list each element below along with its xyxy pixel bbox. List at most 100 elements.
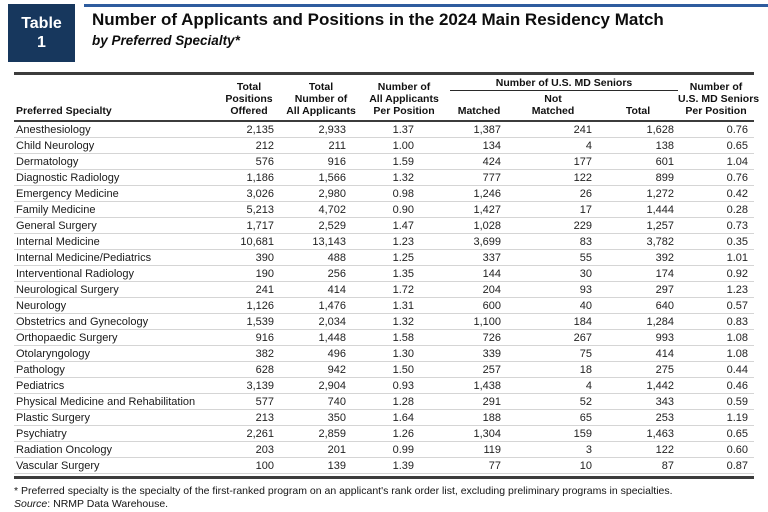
value-cell: 17: [508, 201, 598, 218]
value-cell: 2,980: [284, 185, 358, 202]
value-cell: 0.46: [678, 377, 755, 394]
value-cell: 2,034: [284, 313, 358, 330]
table-bottom-rule: [14, 476, 754, 479]
value-cell: 2,933: [284, 120, 358, 138]
value-cell: 1.50: [358, 361, 450, 378]
table-body: Anesthesiology 2,135 2,933 1.37 1,387 241 1,62…: [14, 120, 755, 474]
value-cell: 1,442: [598, 377, 679, 394]
value-cell: 1,100: [450, 313, 508, 330]
value-cell: 1,427: [450, 201, 508, 218]
value-cell: 18: [508, 361, 598, 378]
value-cell: 0.99: [358, 441, 450, 458]
table-row: General Surgery 1,717 2,529 1.47 1,028 229 1,2…: [14, 217, 755, 234]
col-header-specialty: Preferred Specialty: [14, 73, 214, 122]
col-header-positions-offered: Total Positions Offered: [214, 73, 284, 122]
value-cell: 1,304: [450, 425, 508, 442]
value-cell: 1,444: [598, 201, 679, 218]
value-cell: 993: [598, 329, 679, 346]
value-cell: 392: [598, 249, 679, 266]
value-cell: 1.35: [358, 265, 450, 282]
value-cell: 30: [508, 265, 598, 282]
specialty-cell: Radiation Oncology: [14, 441, 214, 458]
specialty-cell: Neurological Surgery: [14, 281, 214, 298]
table-row: Internal Medicine 10,681 13,143 1.23 3,699 83…: [14, 233, 755, 250]
value-cell: 337: [450, 249, 508, 266]
data-table-wrap: Preferred Specialty Total Positions Offe…: [14, 72, 759, 511]
value-cell: 601: [598, 153, 679, 170]
value-cell: 1,539: [214, 313, 284, 330]
specialty-cell: Pediatrics: [14, 377, 214, 394]
table-row: Family Medicine 5,213 4,702 0.90 1,427 17 1,44…: [14, 201, 755, 218]
specialty-cell: Emergency Medicine: [14, 185, 214, 202]
value-cell: 414: [284, 281, 358, 298]
value-cell: 177: [508, 153, 598, 170]
value-cell: 1.59: [358, 153, 450, 170]
value-cell: 213: [214, 409, 284, 426]
value-cell: 174: [598, 265, 679, 282]
value-cell: 1,284: [598, 313, 679, 330]
col-header-not-matched: Not Matched: [508, 90, 598, 122]
value-cell: 1.37: [358, 120, 450, 138]
table-row: Emergency Medicine 3,026 2,980 0.98 1,246 26 1…: [14, 185, 755, 202]
value-cell: 0.42: [678, 185, 755, 202]
table-row: Diagnostic Radiology 1,186 1,566 1.32 777 122…: [14, 169, 755, 186]
col-header-matched: Matched: [450, 90, 508, 122]
value-cell: 916: [284, 153, 358, 170]
value-cell: 1.32: [358, 169, 450, 186]
value-cell: 1,566: [284, 169, 358, 186]
table-row: Orthopaedic Surgery 916 1,448 1.58 726 267 993…: [14, 329, 755, 346]
value-cell: 52: [508, 393, 598, 410]
value-cell: 576: [214, 153, 284, 170]
value-cell: 2,859: [284, 425, 358, 442]
value-cell: 577: [214, 393, 284, 410]
value-cell: 0.83: [678, 313, 755, 330]
value-cell: 2,135: [214, 120, 284, 138]
value-cell: 916: [214, 329, 284, 346]
footnote-source-text: : NRMP Data Warehouse.: [47, 498, 169, 510]
value-cell: 1,463: [598, 425, 679, 442]
value-cell: 0.98: [358, 185, 450, 202]
value-cell: 3: [508, 441, 598, 458]
value-cell: 134: [450, 137, 508, 154]
value-cell: 188: [450, 409, 508, 426]
table-row: Pathology 628 942 1.50 257 18 275 0.44: [14, 361, 755, 378]
table-row: Neurology 1,126 1,476 1.31 600 40 640 0.57: [14, 297, 755, 314]
footnote-source-label: Source: [14, 498, 48, 510]
footnote-asterisk: * Preferred specialty is the specialty o…: [14, 485, 673, 497]
value-cell: 726: [450, 329, 508, 346]
value-cell: 40: [508, 297, 598, 314]
col-header-all-applicants: Total Number of All Applicants: [284, 73, 358, 122]
table-row: Plastic Surgery 213 350 1.64 188 65 253 1.19: [14, 409, 755, 426]
value-cell: 5,213: [214, 201, 284, 218]
value-cell: 100: [214, 457, 284, 474]
value-cell: 144: [450, 265, 508, 282]
value-cell: 777: [450, 169, 508, 186]
specialty-cell: Neurology: [14, 297, 214, 314]
table-row: Internal Medicine/Pediatrics 390 488 1.25 33…: [14, 249, 755, 266]
specialty-cell: Internal Medicine/Pediatrics: [14, 249, 214, 266]
value-cell: 203: [214, 441, 284, 458]
value-cell: 211: [284, 137, 358, 154]
value-cell: 0.87: [678, 457, 755, 474]
value-cell: 159: [508, 425, 598, 442]
specialty-cell: Otolaryngology: [14, 345, 214, 362]
table-row: Child Neurology 212 211 1.00 134 4 138 0.65: [14, 137, 755, 154]
value-cell: 1.31: [358, 297, 450, 314]
value-cell: 1.32: [358, 313, 450, 330]
value-cell: 0.60: [678, 441, 755, 458]
value-cell: 83: [508, 233, 598, 250]
value-cell: 3,782: [598, 233, 679, 250]
header-accent-line: [84, 4, 768, 7]
table-row: Interventional Radiology 190 256 1.35 144 30 1…: [14, 265, 755, 282]
value-cell: 0.35: [678, 233, 755, 250]
value-cell: 382: [214, 345, 284, 362]
value-cell: 0.92: [678, 265, 755, 282]
value-cell: 13,143: [284, 233, 358, 250]
value-cell: 10,681: [214, 233, 284, 250]
value-cell: 3,026: [214, 185, 284, 202]
col-header-applicants-per-position: Number of All Applicants Per Position: [358, 73, 450, 122]
specialty-cell: Child Neurology: [14, 137, 214, 154]
value-cell: 740: [284, 393, 358, 410]
value-cell: 1,438: [450, 377, 508, 394]
value-cell: 0.57: [678, 297, 755, 314]
